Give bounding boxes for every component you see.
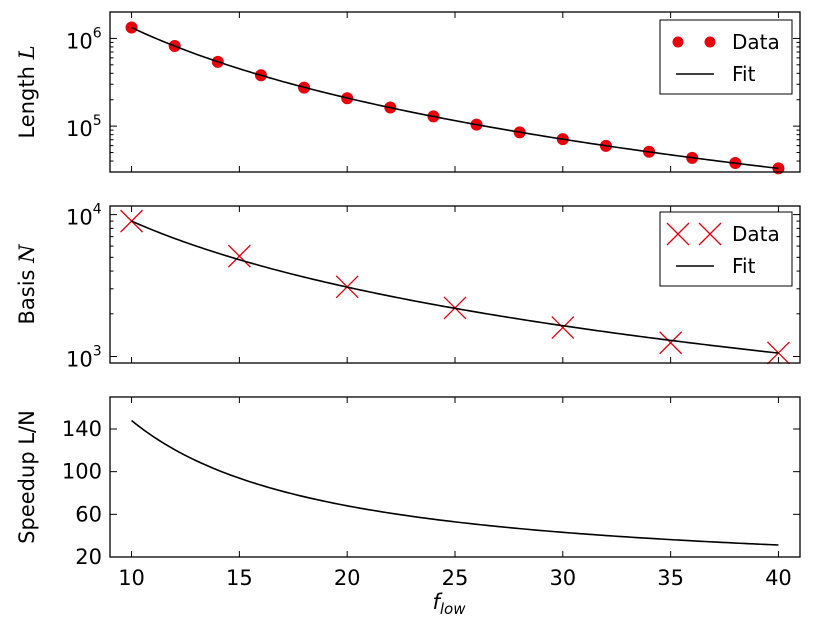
legend: Data Fit: [659, 19, 793, 95]
axes-frame: [109, 396, 801, 558]
axes-frame: [109, 11, 801, 173]
x-tick-label: 25: [442, 566, 469, 590]
x-tick-label: 10: [118, 566, 145, 590]
y-axis-label: Length L: [15, 45, 39, 138]
axes-frame: [109, 205, 801, 364]
legend-marker: [704, 36, 716, 48]
x-tick-label: 20: [334, 566, 361, 590]
x-axis-label: flow: [432, 590, 466, 618]
legend-label-fit: Fit: [732, 62, 756, 86]
y-tick-label: 60: [75, 502, 102, 526]
y-tick-label: 103: [66, 344, 102, 372]
legend-label-data: Data: [732, 222, 780, 246]
x-tick-label: 35: [657, 566, 684, 590]
legend-box: [659, 19, 793, 95]
panel-3: 20 60 100 140 10 15 20 25 30 35 40 flow Speedup L/N: [15, 396, 801, 618]
y-axis-label: Basis N: [15, 244, 39, 325]
y-tick-label: 104: [66, 202, 102, 230]
fit-line: [131, 419, 779, 546]
x-tick-label: 40: [765, 566, 792, 590]
data-point: [551, 316, 575, 340]
legend: Data Fit: [659, 211, 793, 287]
y-axis-label: Speedup L/N: [15, 410, 39, 544]
legend-marker: [698, 222, 722, 246]
x-tick-label: 30: [549, 566, 576, 590]
legend-label-data: Data: [732, 30, 780, 54]
data-point: [659, 331, 683, 355]
panel-1: 105 106 Length L Data Fit: [15, 11, 801, 175]
panel-2: 103 104 Basis N Data Fit: [15, 202, 801, 372]
x-tick-label: 15: [226, 566, 253, 590]
y-tick-label: 105: [66, 113, 102, 141]
fit-line: [131, 26, 779, 170]
y-tick-label: 106: [66, 25, 102, 53]
y-tick-label: 140: [62, 417, 102, 441]
data-point: [227, 244, 251, 268]
fit-line: [131, 220, 779, 354]
y-tick-label: 20: [75, 545, 102, 569]
y-tick-label: 100: [62, 460, 102, 484]
legend-marker: [672, 36, 684, 48]
legend-box: [659, 211, 793, 287]
legend-label-fit: Fit: [732, 254, 756, 278]
legend-marker: [666, 222, 690, 246]
